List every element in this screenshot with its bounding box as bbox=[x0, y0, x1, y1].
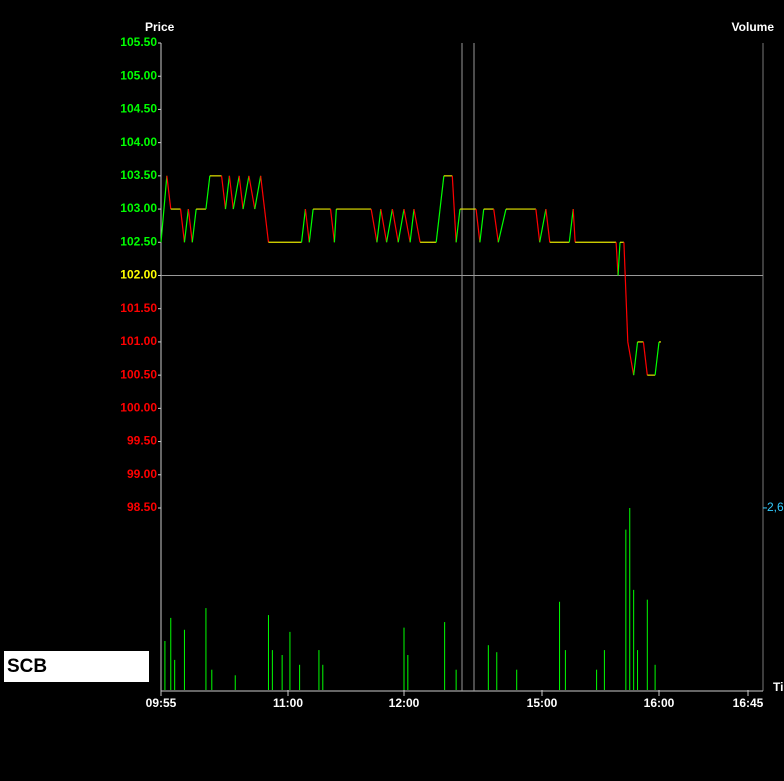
price-segment bbox=[403, 208, 411, 243]
price-segment bbox=[300, 208, 306, 243]
y-tick-label: 100.50 bbox=[120, 367, 157, 381]
price-segment bbox=[642, 341, 648, 376]
price-label: Price bbox=[145, 20, 175, 34]
price-segment bbox=[160, 175, 168, 243]
y-tick-label: 98.50 bbox=[127, 500, 157, 514]
price-segment bbox=[545, 208, 551, 243]
price-segment bbox=[183, 208, 189, 243]
x-tick-label: 15:00 bbox=[527, 696, 558, 710]
price-segment bbox=[329, 208, 335, 243]
price-segment bbox=[617, 242, 621, 276]
y-tick-label: 101.00 bbox=[120, 334, 157, 348]
price-segment bbox=[179, 208, 186, 243]
price-segment bbox=[308, 208, 314, 243]
price-segment bbox=[333, 209, 337, 243]
price-segment bbox=[304, 208, 310, 243]
price-segment bbox=[228, 175, 234, 210]
price-segment bbox=[497, 208, 507, 243]
x-tick-label: 16:00 bbox=[644, 696, 675, 710]
y-tick-label: 104.00 bbox=[120, 135, 157, 149]
y-tick-label: 103.00 bbox=[120, 201, 157, 215]
price-segment bbox=[475, 208, 481, 243]
price-segment bbox=[439, 175, 445, 210]
price-segment bbox=[539, 208, 547, 243]
volume-label: Volume bbox=[732, 20, 775, 34]
price-segment bbox=[370, 208, 378, 243]
price-segment bbox=[615, 242, 619, 276]
price-segment bbox=[386, 208, 393, 243]
price-segment bbox=[187, 208, 193, 243]
price-segment bbox=[380, 208, 388, 243]
y-tick-label: 102.50 bbox=[120, 234, 157, 248]
price-segment bbox=[535, 208, 541, 243]
price-segment bbox=[205, 175, 211, 210]
price-segment bbox=[263, 208, 270, 243]
y-tick-label: 104.50 bbox=[120, 102, 157, 116]
y-tick-label: 100.00 bbox=[120, 401, 157, 415]
x-tick-label: 11:00 bbox=[273, 696, 303, 710]
x-tick-label: 16:45 bbox=[733, 696, 764, 710]
y2-tick-label: 2,6 bbox=[767, 500, 784, 514]
price-segment bbox=[238, 175, 244, 210]
time-label: Ti bbox=[773, 680, 783, 694]
price-segment bbox=[627, 341, 635, 376]
symbol-box bbox=[4, 651, 149, 682]
price-segment bbox=[455, 208, 461, 243]
price-segment bbox=[254, 175, 262, 210]
y-tick-label: 101.50 bbox=[120, 301, 157, 315]
price-segment bbox=[391, 208, 399, 243]
price-segment bbox=[242, 175, 250, 210]
price-segment bbox=[479, 208, 485, 243]
price-segment bbox=[260, 175, 266, 210]
y-tick-label: 105.50 bbox=[120, 35, 157, 49]
price-segment bbox=[191, 208, 197, 243]
price-segment bbox=[224, 175, 230, 210]
price-segment bbox=[220, 175, 227, 210]
price-segment bbox=[493, 208, 499, 243]
x-tick-label: 12:00 bbox=[389, 696, 420, 710]
price-segment bbox=[654, 341, 660, 376]
y-tick-label: 105.00 bbox=[120, 68, 157, 82]
price-segment bbox=[413, 208, 421, 243]
price-segment bbox=[435, 208, 441, 243]
price-segment bbox=[248, 175, 256, 210]
y-tick-label: 99.00 bbox=[127, 467, 157, 481]
price-segment bbox=[623, 242, 629, 342]
price-segment bbox=[409, 208, 415, 243]
price-segment bbox=[232, 175, 240, 210]
price-segment bbox=[451, 175, 457, 243]
symbol: SCB bbox=[7, 656, 47, 677]
price-segment bbox=[568, 208, 574, 243]
y-tick-label: 103.50 bbox=[120, 168, 157, 182]
x-tick-label: 09:55 bbox=[146, 696, 177, 710]
y-tick-label: 99.50 bbox=[127, 434, 157, 448]
price-segment bbox=[376, 208, 382, 243]
price-segment bbox=[397, 208, 405, 243]
price-segment bbox=[166, 175, 172, 210]
price-segment bbox=[572, 209, 576, 243]
y-tick-label: 102.00 bbox=[120, 268, 157, 282]
price-segment bbox=[633, 341, 639, 376]
